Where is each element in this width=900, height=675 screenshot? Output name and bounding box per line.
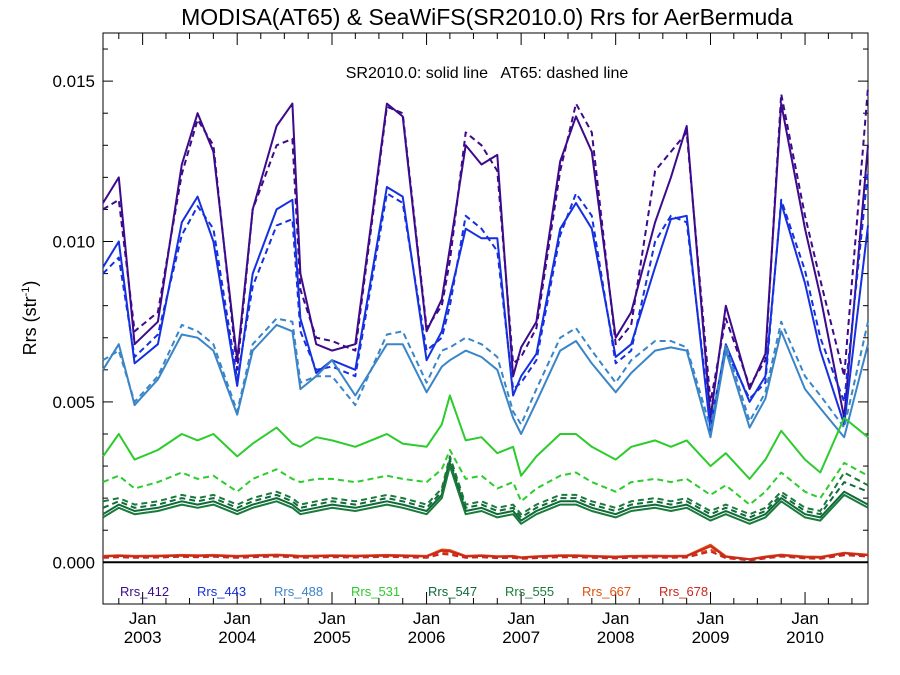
- y-axis-label-close: ): [20, 281, 40, 287]
- y-axis: 0.000 0.005 0.010 0.015: [52, 48, 868, 572]
- plot-frame: [102, 32, 869, 605]
- series-line-rrs-678-dashed: [102, 550, 869, 562]
- y-axis-label-superscript: -1: [20, 287, 32, 297]
- series-line-rrs-531-solid: [102, 394, 869, 480]
- legend-entry-rrs-531: Rrs_531: [351, 584, 400, 599]
- x-tick-month-label: Jan: [791, 609, 818, 628]
- x-tick-year-label: 2007: [502, 628, 540, 647]
- x-tick-year-label: 2004: [218, 628, 256, 647]
- x-tick-year-label: 2009: [692, 628, 730, 647]
- legend-entry-rrs-667: Rrs_667: [582, 584, 631, 599]
- x-tick-month-label: Jan: [223, 609, 250, 628]
- x-tick-month-label: Jan: [602, 609, 629, 628]
- legend-entry-rrs-443: Rrs_443: [197, 584, 246, 599]
- x-tick-year-label: 2008: [597, 628, 635, 647]
- series-line-rrs-488-solid: [102, 323, 869, 439]
- series-line-rrs-547-dashed: [102, 458, 869, 519]
- series-line-rrs-412-dashed: [102, 87, 869, 403]
- x-tick-month-label: Jan: [697, 609, 724, 628]
- legend-entry-rrs-547: Rrs_547: [428, 584, 477, 599]
- y-axis-label: Rrs (str-1): [20, 281, 40, 356]
- legend: Rrs_412 Rrs_443 Rrs_488 Rrs_531 Rrs_547 Rrs_5…: [120, 584, 708, 599]
- x-tick-month-label: Jan: [318, 609, 345, 628]
- x-tick-year-label: 2005: [313, 628, 351, 647]
- x-tick-year-label: 2006: [408, 628, 446, 647]
- y-tick-label: 0.015: [52, 72, 95, 91]
- x-tick-month-label: Jan: [413, 609, 440, 628]
- series-line-rrs-443-dashed: [102, 170, 869, 423]
- legend-entry-rrs-678: Rrs_678: [659, 584, 708, 599]
- y-tick-label: 0.000: [52, 553, 95, 572]
- series-line-rrs-488-dashed: [102, 317, 869, 429]
- series-lines: [102, 87, 869, 562]
- line-style-annotation: SR2010.0: solid line AT65: dashed line: [346, 65, 629, 82]
- legend-entry-rrs-412: Rrs_412: [120, 584, 169, 599]
- x-tick-year-label: 2003: [124, 628, 162, 647]
- series-line-rrs-678-solid: [102, 545, 869, 561]
- x-tick-month-label: Jan: [129, 609, 156, 628]
- series-line-rrs-443-solid: [102, 186, 869, 432]
- x-tick-month-label: Jan: [507, 609, 534, 628]
- y-tick-label: 0.010: [52, 233, 95, 252]
- series-line-rrs-555-solid: [102, 465, 869, 525]
- chart-title: MODISA(AT65) & SeaWiFS(SR2010.0) Rrs for…: [181, 4, 793, 30]
- legend-entry-rrs-488: Rrs_488: [274, 584, 323, 599]
- x-tick-year-label: 2010: [786, 628, 824, 647]
- legend-entry-rrs-555: Rrs_555: [505, 584, 554, 599]
- x-axis: Jan2003Jan2004Jan2005Jan2006Jan2007Jan20…: [118, 33, 853, 647]
- series-line-rrs-555-dashed: [102, 455, 869, 516]
- series-line-rrs-547-solid: [102, 461, 869, 522]
- series-line-rrs-531-dashed: [102, 449, 869, 506]
- y-axis-label-text: Rrs (str: [20, 296, 40, 355]
- y-tick-label: 0.005: [52, 393, 95, 412]
